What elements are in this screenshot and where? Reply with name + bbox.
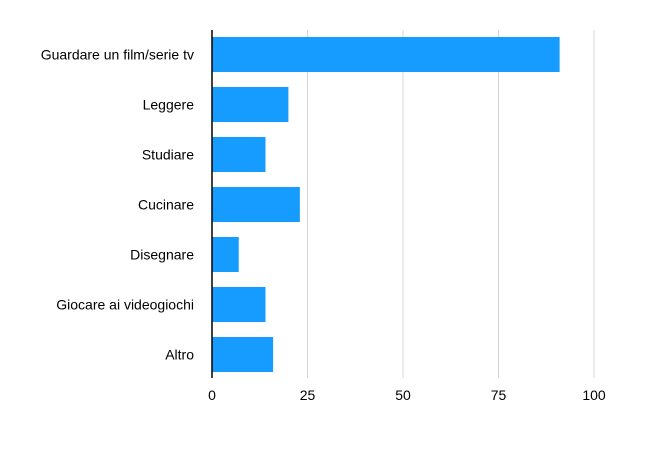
category-label: Studiare [142, 147, 194, 163]
bar-3 [212, 187, 300, 222]
bar-5 [212, 287, 266, 322]
category-label: Altro [165, 347, 194, 363]
bar-1 [212, 87, 289, 122]
category-label: Cucinare [138, 197, 194, 213]
category-label: Leggere [143, 97, 195, 113]
grid-lines [307, 30, 595, 378]
x-tick-label: 75 [491, 387, 507, 403]
x-tick-label: 25 [300, 387, 316, 403]
x-tick-label: 50 [395, 387, 411, 403]
x-tick-labels: 0 25 50 75 100 [208, 387, 606, 403]
x-tick-label: 100 [582, 387, 606, 403]
category-label: Disegnare [130, 247, 194, 263]
category-label: Guardare un film/serie tv [41, 47, 194, 63]
bar-4 [212, 237, 239, 272]
bar-6 [212, 337, 274, 372]
category-label: Giocare ai videogiochi [56, 297, 194, 313]
bar-2 [212, 137, 266, 172]
category-labels: Guardare un film/serie tv Leggere Studiare… [41, 47, 195, 363]
bars [212, 37, 560, 372]
bar-0 [212, 37, 560, 72]
x-tick-label: 0 [208, 387, 216, 403]
